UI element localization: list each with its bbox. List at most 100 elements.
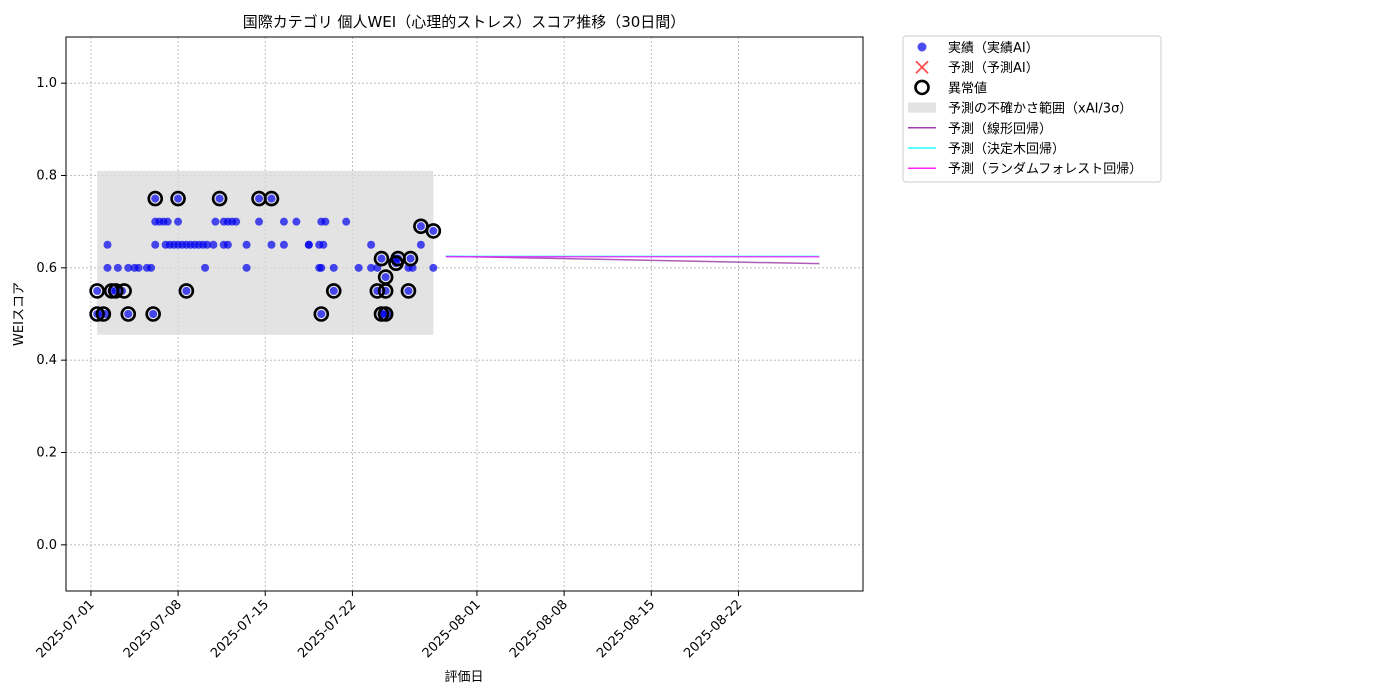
actual-point <box>211 217 220 226</box>
y-tick-label: 1.0 <box>36 76 57 91</box>
legend-label: 実績（実績AI） <box>948 40 1039 56</box>
actual-point <box>215 194 224 203</box>
anomaly-marker <box>425 223 442 239</box>
y-tick-label: 0.8 <box>36 169 57 184</box>
actual-point <box>151 240 160 249</box>
actual-point <box>255 217 264 226</box>
actual-point <box>279 240 288 249</box>
actual-point <box>304 240 313 249</box>
actual-point <box>279 217 288 226</box>
legend-ring-icon <box>914 79 930 96</box>
anomaly-marker <box>178 283 195 299</box>
forecast-line <box>445 255 820 265</box>
actual-point <box>321 217 330 226</box>
legend-x-icon <box>915 60 929 74</box>
actual-point <box>209 240 218 249</box>
anomaly-marker <box>377 283 394 299</box>
actual-point <box>267 194 276 203</box>
plot-area-frame <box>65 36 864 592</box>
anomaly-marker <box>211 190 228 207</box>
actual-point <box>151 194 160 203</box>
y-tick-label: 0.0 <box>36 538 57 553</box>
actual-point <box>182 286 191 295</box>
legend-label: 予測の不確かさ範囲（xAI/3σ） <box>948 101 1132 117</box>
actual-point <box>429 263 438 272</box>
legend-item: 異常値 <box>914 79 987 96</box>
y-tick-label: 0.6 <box>36 261 57 276</box>
actual-point <box>377 254 386 263</box>
actual-point <box>406 254 415 263</box>
legend-point-icon <box>917 42 927 52</box>
actual-point <box>103 263 112 272</box>
anomaly-marker <box>373 250 390 267</box>
x-axis-ticks: 2025-07-01 2025-07-08 2025-07-15 2025-07-22… <box>34 591 745 661</box>
actual-point <box>242 240 251 249</box>
x-tick-label: 2025-07-08 <box>121 597 185 661</box>
actual-point <box>174 194 183 203</box>
x-tick-label: 2025-08-08 <box>507 597 571 661</box>
actual-point <box>354 263 363 272</box>
actual-point <box>416 222 425 231</box>
actual-point <box>113 263 122 272</box>
actual-point <box>329 286 338 295</box>
anomaly-marker <box>108 283 124 299</box>
legend-item: 予測（予測AI） <box>915 60 1039 76</box>
actual-point <box>429 226 438 235</box>
x-axis-label: 評価日 <box>444 670 483 685</box>
actual-point <box>174 217 183 226</box>
actual-point <box>203 240 212 249</box>
x-tick-label: 2025-08-15 <box>594 597 658 661</box>
actual-point <box>149 310 158 318</box>
anomaly-marker <box>95 306 112 322</box>
y-axis-ticks: 0.0 0.2 0.4 0.6 0.8 1.0 <box>36 76 66 553</box>
anomaly-marker <box>147 190 164 207</box>
actual-point <box>242 263 251 272</box>
legend-label: 予測（決定木回帰） <box>948 141 1065 157</box>
actual-point <box>124 263 133 272</box>
anomaly-marker <box>400 283 417 299</box>
actual-point <box>232 217 241 226</box>
actual-point <box>404 286 413 295</box>
legend-band-icon <box>908 102 936 113</box>
x-tick-label: 2025-08-22 <box>681 597 745 661</box>
actual-point <box>367 240 376 249</box>
anomaly-marker <box>263 190 280 207</box>
actual-point <box>223 240 232 249</box>
y-tick-label: 0.4 <box>36 353 57 368</box>
anomaly-marker <box>313 306 330 322</box>
actual-point <box>292 217 301 226</box>
anomaly-markers <box>89 190 442 322</box>
actual-point <box>416 240 425 249</box>
legend-label: 予測（ランダムフォレスト回帰） <box>948 161 1142 177</box>
anomaly-marker <box>369 283 386 299</box>
actual-point <box>163 217 172 226</box>
actual-point <box>134 263 143 272</box>
actual-point <box>103 240 112 249</box>
actual-point <box>367 263 376 272</box>
x-tick-label: 2025-07-15 <box>208 597 272 661</box>
actual-point <box>381 273 390 282</box>
legend-item: 実績（実績AI） <box>917 40 1039 56</box>
forecast-lines <box>445 255 820 265</box>
actual-point <box>147 263 156 272</box>
actual-point <box>317 310 326 318</box>
anomaly-marker <box>116 283 132 299</box>
chart-title: 国際カテゴリ 個人WEI（心理的ストレス）スコア推移（30日間） <box>243 13 686 31</box>
legend-item: 予測（線形回帰） <box>908 121 1052 137</box>
actual-point <box>93 286 102 295</box>
legend-item: 予測の不確かさ範囲（xAI/3σ） <box>908 101 1132 117</box>
actual-point <box>255 194 264 203</box>
legend-label: 異常値 <box>948 80 987 96</box>
x-tick-label: 2025-08-01 <box>420 597 484 661</box>
legend-item: 予測（ランダムフォレスト回帰） <box>908 161 1142 177</box>
anomaly-marker <box>402 250 419 267</box>
y-tick-label: 0.2 <box>36 446 57 461</box>
actual-point <box>124 310 133 318</box>
anomaly-marker <box>170 190 186 207</box>
legend-frame <box>902 35 1162 183</box>
anomaly-marker <box>325 283 342 299</box>
anomaly-marker <box>89 306 105 322</box>
anomaly-marker <box>120 306 137 322</box>
